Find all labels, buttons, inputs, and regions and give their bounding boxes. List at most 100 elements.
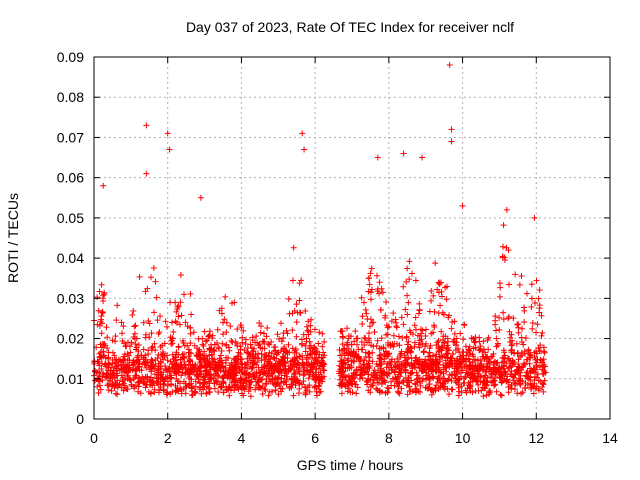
data-point (531, 349, 538, 356)
data-point (464, 371, 471, 378)
data-point (206, 352, 213, 359)
data-point (481, 385, 488, 392)
data-point (110, 367, 117, 374)
data-point (368, 286, 375, 293)
data-point (136, 273, 143, 280)
data-point (296, 353, 303, 360)
data-point (144, 285, 151, 292)
data-point (366, 281, 373, 288)
y-axis-label: ROTI / TECUs (5, 193, 21, 283)
data-point (452, 347, 459, 354)
data-point (482, 372, 489, 379)
data-point (490, 350, 497, 357)
data-point (510, 374, 517, 381)
data-point (305, 356, 312, 363)
data-point (449, 386, 456, 393)
data-point (384, 331, 391, 338)
data-point (393, 324, 400, 331)
data-point (520, 360, 527, 367)
data-point (411, 343, 418, 350)
data-point (409, 270, 416, 277)
data-point (205, 333, 212, 340)
data-point (211, 372, 218, 379)
data-point (364, 368, 371, 375)
data-point (449, 319, 456, 326)
x-tick-label: 0 (90, 430, 98, 446)
data-point (140, 346, 147, 353)
data-point (264, 325, 271, 332)
data-point (426, 360, 433, 367)
data-point (254, 339, 261, 346)
data-point (415, 310, 422, 317)
data-point (210, 346, 217, 353)
data-point (142, 352, 149, 359)
data-point (168, 381, 175, 388)
data-point (138, 377, 145, 384)
data-point (287, 359, 294, 366)
data-point (232, 339, 239, 346)
data-point (309, 348, 316, 355)
data-point (427, 386, 434, 393)
data-point (135, 341, 142, 348)
data-point (276, 361, 283, 368)
data-point (368, 342, 375, 349)
data-point (209, 335, 216, 342)
data-point (132, 382, 139, 389)
data-point (197, 364, 204, 371)
data-point (444, 342, 451, 349)
data-point (445, 391, 452, 398)
data-point (136, 366, 143, 373)
data-point (455, 358, 462, 365)
data-point (249, 360, 256, 367)
data-point (385, 385, 392, 392)
data-point (244, 355, 251, 362)
data-point (492, 381, 499, 388)
plot-frame (93, 56, 611, 420)
data-point (361, 357, 368, 364)
data-point (182, 384, 189, 391)
data-point (286, 310, 293, 317)
data-point (480, 338, 487, 345)
data-point (164, 382, 171, 389)
data-point (527, 377, 534, 384)
data-point (419, 340, 426, 347)
data-point (500, 365, 507, 372)
data-point (463, 355, 470, 362)
data-point (366, 363, 373, 370)
data-point (235, 363, 242, 370)
data-point (339, 328, 346, 335)
data-point (484, 337, 491, 344)
data-point (444, 378, 451, 385)
data-point (268, 350, 275, 357)
data-point (114, 391, 121, 398)
data-point (180, 378, 187, 385)
data-point (284, 330, 291, 337)
data-point (356, 355, 363, 362)
data-point (437, 383, 444, 390)
data-point (96, 382, 103, 389)
data-point (492, 313, 499, 320)
data-point (508, 349, 515, 356)
data-point (512, 371, 519, 378)
data-point (258, 357, 265, 364)
data-point (196, 386, 203, 393)
data-point (293, 333, 300, 340)
data-point (152, 347, 159, 354)
data-point (412, 314, 419, 321)
data-point (529, 319, 536, 326)
data-point (472, 362, 479, 369)
data-point (522, 385, 529, 392)
data-point (457, 330, 464, 337)
data-point (539, 329, 546, 336)
data-point (219, 363, 226, 370)
data-point (189, 369, 196, 376)
data-point (127, 377, 134, 384)
data-point (146, 320, 153, 327)
data-point (223, 387, 230, 394)
data-point (321, 338, 328, 345)
data-point (486, 388, 493, 395)
data-point (112, 338, 119, 345)
data-point (488, 371, 495, 378)
data-point (96, 288, 103, 295)
data-point (439, 353, 446, 360)
